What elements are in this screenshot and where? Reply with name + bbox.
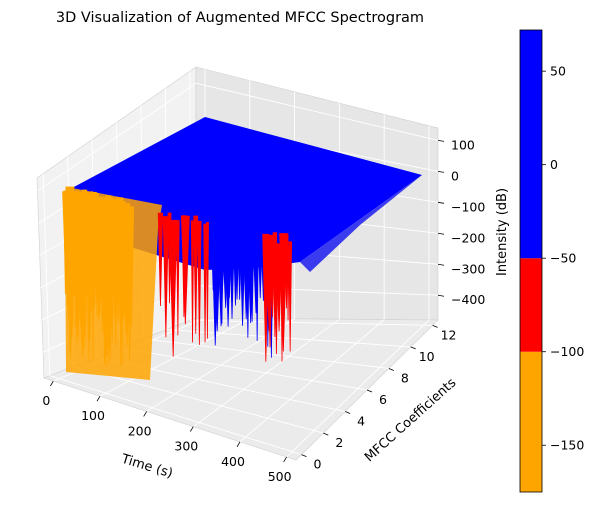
colorbar-segment — [520, 258, 542, 352]
x-tick-label: 300 — [174, 439, 198, 454]
y-tick-label: 8 — [401, 370, 409, 385]
colorbar-tick-label: −150 — [550, 438, 584, 453]
y-tick — [411, 347, 416, 349]
x-tick — [144, 411, 147, 416]
y-tick-label: 12 — [441, 327, 457, 342]
y-tick — [367, 390, 372, 392]
colorbar-tick-label: 0 — [550, 157, 558, 172]
chart-title: 3D Visualization of Augmented MFCC Spect… — [56, 10, 424, 26]
z-tick-label: −200 — [451, 230, 485, 245]
y-tick-label: 2 — [335, 435, 343, 450]
y-tick-label: 10 — [419, 349, 435, 364]
colorbar-segment — [520, 30, 542, 258]
colorbar-tick-label: −50 — [550, 251, 576, 266]
y-axis-label: MFCC Coefficients — [362, 375, 459, 465]
z-tick — [438, 140, 444, 141]
colorbar-tick-label: −100 — [550, 344, 584, 359]
colorbar: 50 0 −50 −100 −150 — [520, 30, 584, 492]
surface-dip-orange-block — [65, 188, 162, 380]
x-tick-label: 200 — [128, 423, 152, 438]
z-tick-label: −400 — [451, 292, 485, 307]
x-tick — [50, 381, 53, 386]
colorbar-tick-label: 50 — [550, 64, 566, 79]
x-tick-label: 100 — [81, 408, 105, 423]
y-tick-label: 4 — [357, 414, 365, 429]
y-tick-label: 6 — [379, 392, 387, 407]
z-tick-label: 0 — [451, 168, 459, 183]
x-tick — [190, 427, 193, 432]
z-tick-label: 100 — [451, 137, 475, 152]
z-tick — [438, 171, 444, 172]
y-tick — [323, 433, 328, 435]
x-tick — [97, 396, 100, 401]
z-tick — [438, 202, 444, 203]
x-tick-label: 400 — [221, 454, 245, 469]
z-axis-label: Intensity (dB) — [495, 188, 510, 276]
x-tick — [237, 442, 240, 447]
z-tick — [438, 264, 444, 265]
x-tick-label: 0 — [42, 393, 50, 408]
y-tick-label: 0 — [313, 457, 321, 472]
z-tick — [438, 233, 444, 234]
y-tick — [389, 368, 394, 370]
colorbar-segment — [520, 352, 542, 492]
z-tick-label: −300 — [451, 261, 485, 276]
z-tick — [438, 295, 444, 296]
y-tick — [433, 325, 438, 327]
y-tick — [301, 455, 306, 457]
x-axis-label: Time (s) — [119, 451, 175, 481]
y-tick — [345, 412, 350, 414]
x-tick-label: 500 — [268, 469, 292, 484]
x-tick — [284, 457, 287, 462]
z-tick-label: −100 — [451, 199, 485, 214]
